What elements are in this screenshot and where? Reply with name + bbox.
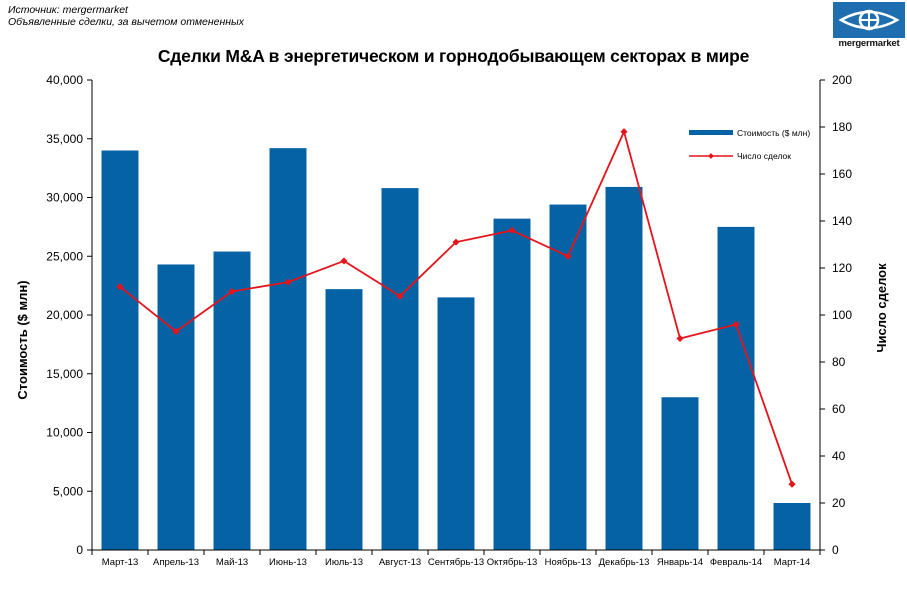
y2-tick-label: 160 (832, 167, 852, 181)
x-tick-label: Сентябрь-13 (428, 557, 484, 568)
bar (101, 150, 139, 550)
x-tick-label: Май-13 (216, 557, 248, 568)
x-tick-label: Апрель-13 (153, 557, 199, 568)
y2-axis-label: Число сделок (874, 263, 889, 353)
line-point (172, 327, 180, 335)
legend-bar-swatch (689, 130, 733, 135)
y-tick-label: 0 (76, 543, 83, 557)
bar (493, 218, 531, 550)
y-tick-label: 30,000 (46, 191, 83, 205)
x-tick-label: Март-13 (102, 557, 138, 568)
y2-tick-label: 0 (832, 543, 839, 557)
y-tick-label: 10,000 (46, 426, 83, 440)
line-point (452, 238, 460, 246)
source-note: Источник: mergermarket Объявленные сделк… (8, 4, 244, 28)
y2-tick-label: 100 (832, 308, 852, 322)
x-tick-label: Декабрь-13 (599, 557, 650, 568)
bar (157, 264, 195, 550)
y-tick-label: 35,000 (46, 132, 83, 146)
x-tick-label: Июнь-13 (269, 557, 307, 568)
legend: Стоимость ($ млн) Число сделок (689, 128, 810, 161)
y-axis-label: Стоимость ($ млн) (15, 280, 30, 399)
y2-tick-label: 40 (832, 449, 846, 463)
x-tick-label: Март-14 (774, 557, 810, 568)
line-point (732, 320, 740, 328)
y-tick-label: 15,000 (46, 367, 83, 381)
bar (661, 397, 699, 550)
x-tick-label: Январь-14 (657, 557, 703, 568)
y-tick-label: 20,000 (46, 308, 83, 322)
source-subtitle: Объявленные сделки, за вычетом отмененны… (8, 16, 245, 28)
y2-tick-label: 140 (832, 214, 852, 228)
line-point (396, 292, 404, 300)
logo-text: mergermarket (838, 38, 900, 49)
x-tick-label: Август-13 (379, 557, 421, 568)
legend-bar-label: Стоимость ($ млн) (737, 128, 810, 138)
bar (269, 148, 307, 550)
x-tick-label: Октябрь-13 (487, 557, 538, 568)
x-tick-label: Ноябрь-13 (545, 557, 592, 568)
line-point (116, 283, 124, 291)
line-point (788, 480, 796, 488)
y2-tick-label: 120 (832, 261, 852, 275)
chart-title: Сделки M&A в энергетическом и горнодобыв… (157, 46, 750, 66)
bar (549, 204, 587, 551)
y2-tick-label: 200 (832, 73, 852, 87)
source-line: Источник: mergermarket (8, 4, 128, 16)
y2-tick-label: 60 (832, 402, 846, 416)
line-series-group (116, 128, 796, 488)
line-point (564, 252, 572, 260)
x-tick-label: Февраль-14 (710, 557, 762, 568)
bar (325, 289, 363, 550)
eye-logo-icon (833, 2, 905, 38)
y2-tick-label: 180 (832, 120, 852, 134)
x-tick-label: Июль-13 (325, 557, 363, 568)
y-tick-label: 25,000 (46, 249, 83, 263)
y2-tick-label: 20 (832, 496, 846, 510)
line-point (284, 278, 292, 286)
line-point (340, 257, 348, 265)
legend-line-label: Число сделок (737, 151, 791, 161)
line-point (620, 128, 628, 136)
mergermarket-logo: mergermarket (833, 2, 905, 50)
line-point (508, 226, 516, 234)
legend-line-marker (708, 153, 714, 159)
bar (717, 226, 755, 550)
bar (773, 503, 811, 550)
bar (381, 188, 419, 550)
line-point (676, 334, 684, 343)
y-tick-label: 5,000 (53, 484, 83, 498)
y-tick-label: 40,000 (46, 73, 83, 87)
bars-group (101, 148, 811, 551)
bar (437, 297, 475, 550)
bar (605, 186, 643, 551)
line-point (228, 287, 236, 296)
y2-tick-label: 80 (832, 355, 846, 369)
axes-group: 0 5,000 10,000 15,000 20,000 25,000 30,000 35,0… (46, 73, 852, 568)
bar (213, 251, 251, 551)
